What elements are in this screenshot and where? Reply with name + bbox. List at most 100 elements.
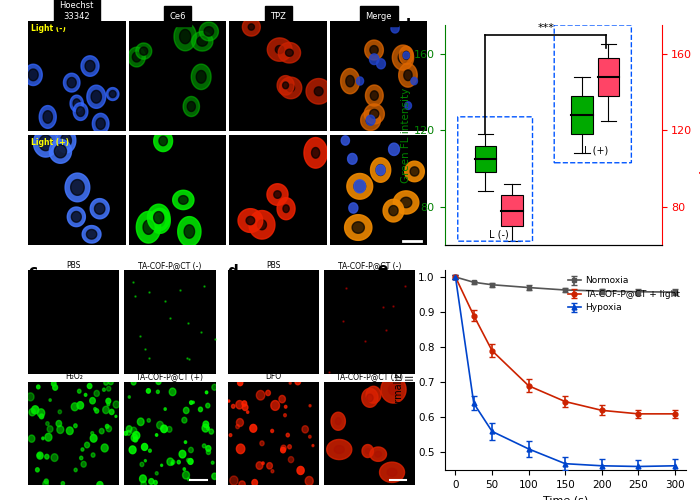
Polygon shape [39, 135, 52, 150]
Polygon shape [230, 476, 238, 486]
Polygon shape [107, 403, 110, 406]
Polygon shape [32, 406, 38, 414]
Polygon shape [348, 154, 357, 164]
Polygon shape [271, 400, 279, 410]
Polygon shape [250, 424, 257, 432]
Polygon shape [288, 444, 291, 449]
Polygon shape [306, 78, 331, 104]
Polygon shape [126, 426, 132, 432]
Polygon shape [187, 102, 195, 112]
Polygon shape [37, 409, 45, 417]
Polygon shape [43, 481, 48, 487]
Polygon shape [131, 434, 138, 442]
Polygon shape [204, 26, 214, 36]
Polygon shape [206, 450, 211, 454]
Polygon shape [45, 454, 49, 459]
Polygon shape [91, 453, 95, 457]
Polygon shape [155, 434, 158, 436]
Polygon shape [193, 401, 195, 404]
Polygon shape [260, 441, 264, 446]
Polygon shape [295, 378, 300, 385]
Polygon shape [246, 216, 255, 224]
Polygon shape [205, 391, 208, 394]
Polygon shape [212, 473, 218, 480]
Polygon shape [404, 70, 412, 80]
Polygon shape [196, 70, 206, 83]
Polygon shape [391, 24, 399, 33]
Bar [598, 58, 620, 96]
Polygon shape [211, 461, 214, 464]
Y-axis label: Red FL intensity: Red FL intensity [698, 94, 700, 176]
Polygon shape [237, 380, 243, 386]
Text: a: a [28, 20, 38, 34]
Text: Light (+): Light (+) [31, 138, 69, 147]
Polygon shape [47, 426, 53, 432]
Title: Hoechst
33342: Hoechst 33342 [60, 2, 94, 21]
Polygon shape [149, 478, 154, 484]
Text: c: c [28, 264, 37, 280]
Polygon shape [410, 167, 419, 176]
Polygon shape [81, 56, 99, 76]
Polygon shape [161, 464, 162, 466]
Polygon shape [45, 434, 52, 441]
Polygon shape [199, 22, 218, 41]
Polygon shape [347, 174, 372, 199]
Polygon shape [286, 433, 289, 437]
Polygon shape [74, 103, 88, 120]
Polygon shape [76, 107, 85, 117]
Polygon shape [37, 452, 43, 459]
Polygon shape [229, 434, 232, 436]
Polygon shape [280, 77, 302, 98]
Polygon shape [106, 398, 111, 404]
Polygon shape [197, 36, 208, 46]
Polygon shape [133, 437, 138, 442]
Polygon shape [182, 418, 187, 423]
Polygon shape [341, 68, 360, 94]
Polygon shape [403, 52, 410, 59]
Polygon shape [366, 116, 375, 125]
Polygon shape [278, 42, 300, 63]
Polygon shape [198, 407, 202, 412]
Polygon shape [237, 418, 244, 426]
Polygon shape [167, 426, 172, 432]
Polygon shape [146, 388, 150, 393]
Polygon shape [39, 106, 56, 128]
Polygon shape [106, 424, 109, 428]
Polygon shape [236, 424, 239, 428]
Polygon shape [49, 140, 71, 164]
Polygon shape [228, 400, 230, 402]
Polygon shape [242, 401, 246, 406]
Polygon shape [153, 480, 158, 484]
Polygon shape [113, 401, 120, 408]
Polygon shape [159, 136, 167, 145]
Polygon shape [104, 380, 108, 385]
Polygon shape [349, 203, 358, 213]
Polygon shape [148, 449, 151, 452]
Bar [501, 196, 523, 226]
Polygon shape [169, 388, 176, 396]
Polygon shape [65, 173, 90, 202]
Polygon shape [155, 472, 158, 475]
Polygon shape [150, 208, 170, 234]
Polygon shape [346, 76, 354, 87]
Polygon shape [188, 478, 190, 480]
Polygon shape [354, 180, 365, 192]
Polygon shape [271, 430, 274, 432]
Polygon shape [360, 110, 381, 130]
Polygon shape [74, 424, 77, 428]
Polygon shape [94, 390, 99, 396]
Polygon shape [161, 425, 167, 432]
Polygon shape [249, 210, 275, 239]
Polygon shape [334, 446, 344, 454]
Polygon shape [56, 420, 62, 426]
Polygon shape [97, 482, 103, 488]
Bar [475, 146, 496, 172]
Polygon shape [167, 458, 174, 466]
Polygon shape [141, 444, 148, 450]
Polygon shape [279, 396, 286, 403]
Polygon shape [155, 216, 164, 226]
Polygon shape [370, 91, 378, 101]
Polygon shape [128, 396, 130, 398]
Bar [571, 96, 593, 134]
Polygon shape [39, 414, 43, 419]
